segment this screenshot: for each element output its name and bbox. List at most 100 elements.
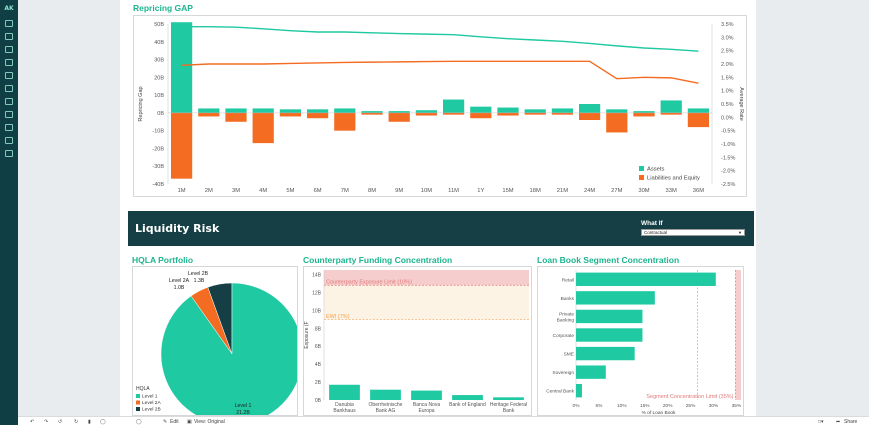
x-axis-title: % of Loan Book [642,410,676,415]
x-tick-label: 36M [693,188,704,194]
y-tick-label: 6B [315,344,322,350]
x-tick-label: 24M [584,188,595,194]
y2-tick-label: 3.5% [721,22,734,28]
collections-icon[interactable] [5,46,13,53]
x-tick-label: 10% [617,403,627,409]
explore-icon[interactable] [5,59,13,66]
loanbook-title: Loan Book Segment Concentration [537,255,680,265]
loanbook-frame: Retail Banks Private Banking Corporate SME Sov… [537,266,744,416]
repricing-bar [633,112,655,117]
x-tick-label: 15M [502,188,513,194]
share-icon: ➦ [836,419,841,425]
x-tick-label: 18M [530,188,541,194]
y-tick-label: 10B [312,308,322,314]
legend-label: Level 2A [142,400,161,406]
view-icon: ▣ [187,419,192,425]
y-tick-label: 2B [315,380,322,386]
counterparty-bar [452,395,483,400]
repricing-bar [306,112,329,119]
repricing-bar [334,108,356,113]
notifications-icon[interactable] [5,150,13,157]
recents-icon[interactable] [5,72,13,79]
view-button[interactable]: View: Original [194,419,225,425]
y2-axis-title: Average Rate [738,87,744,121]
repricing-bar [388,111,410,113]
repricing-bar [334,112,356,131]
x-tick-label: 6M [314,188,322,194]
recommendations-icon[interactable] [5,98,13,105]
repricing-bar [442,99,465,113]
y-tick-label: 0B [315,398,322,404]
repricing-bar [497,112,519,116]
what-if-selected-value: Contractual [644,230,668,235]
repricing-bar [660,112,682,115]
slice-label-name: Level 2A [169,278,190,284]
y-tick-label: 8B [315,326,322,332]
edit-button[interactable]: Edit [170,419,179,425]
repricing-bar [415,112,438,116]
repricing-bar [578,112,601,120]
limit-band [324,270,529,286]
bottom-toolbar: ↶ ↷ ↺ ↻ ▮ ◯ ◯ ✎ Edit ▣ View: Original □▾… [18,416,869,425]
y-tick-label: -20B [152,146,164,152]
ewi-label: EWI (7%) [326,314,350,320]
limit-band [735,270,741,400]
repricing-bar [252,108,274,113]
favorites-icon[interactable] [5,33,13,40]
help-icon[interactable] [5,124,13,131]
limit-label: Segment Concentration Limit (35%) [646,394,733,400]
comment-icon[interactable]: □▾ [818,419,824,425]
refresh-icon[interactable]: ↻ [74,419,79,425]
legend-label: Level 2B [142,407,161,413]
legend-swatch [136,394,140,398]
x-tick-label: Banca Nova [413,402,440,408]
y-axis-title: Repricing Gap [138,86,144,121]
y2-tick-label: 3.0% [721,35,734,41]
x-tick-label: 30% [709,403,719,409]
y-tick-label: Banking [557,317,575,323]
y-tick-label: 20B [154,75,164,81]
x-tick-label: 8M [368,188,376,194]
x-tick-label: Bankhaus [333,408,356,414]
redo-icon[interactable]: ↷ [44,419,49,425]
loanbook-bar [576,272,716,286]
ewi-band [324,285,529,320]
liquidity-risk-title: Liquidity Risk [135,222,220,235]
what-if-select[interactable]: Contractual ▼ [641,229,745,236]
undo-icon[interactable]: ↶ [30,419,35,425]
subscribe-icon[interactable]: ◯ [136,419,142,425]
y2-tick-label: 2.5% [721,49,734,55]
metrics-icon[interactable] [5,85,13,92]
slice-label-name: Level 1 [235,403,252,409]
alerts-icon[interactable]: ◯ [100,419,106,425]
counterparty-title: Counterparty Funding Concentration [303,255,453,265]
pause-icon[interactable]: ▮ [88,419,91,425]
counterparty-bar [411,390,442,400]
loanbook-bar [576,328,643,342]
edit-icon: ✎ [163,419,168,425]
counterparty-bar [329,384,360,400]
external-assets-icon[interactable] [5,111,13,118]
repricing-bar [551,108,574,113]
repricing-bar [606,109,628,113]
repricing-bar [442,112,465,115]
x-tick-label: 0% [573,403,581,409]
x-tick-label: 2M [205,188,213,194]
y2-tick-label: 1.5% [721,75,734,81]
counterparty-frame: Counterparty Exposure Limit (10%) EWI (7%… [303,266,532,416]
share-button[interactable]: Share [844,419,858,425]
home-icon[interactable] [5,20,13,27]
revert-icon[interactable]: ↺ [58,419,63,425]
y-tick-label: -40B [152,182,164,188]
y2-tick-label: -0.5% [721,129,735,135]
repricing-bar [170,22,193,113]
repricing-bar [687,108,710,113]
limit-label: Counterparty Exposure Limit (10%) [326,280,412,286]
settings-icon[interactable] [5,137,13,144]
repricing-bar [470,106,492,113]
loanbook-bar [576,346,635,361]
repricing-bar [524,109,546,113]
loanbook-bar [576,309,643,324]
legend-swatch [136,400,140,405]
